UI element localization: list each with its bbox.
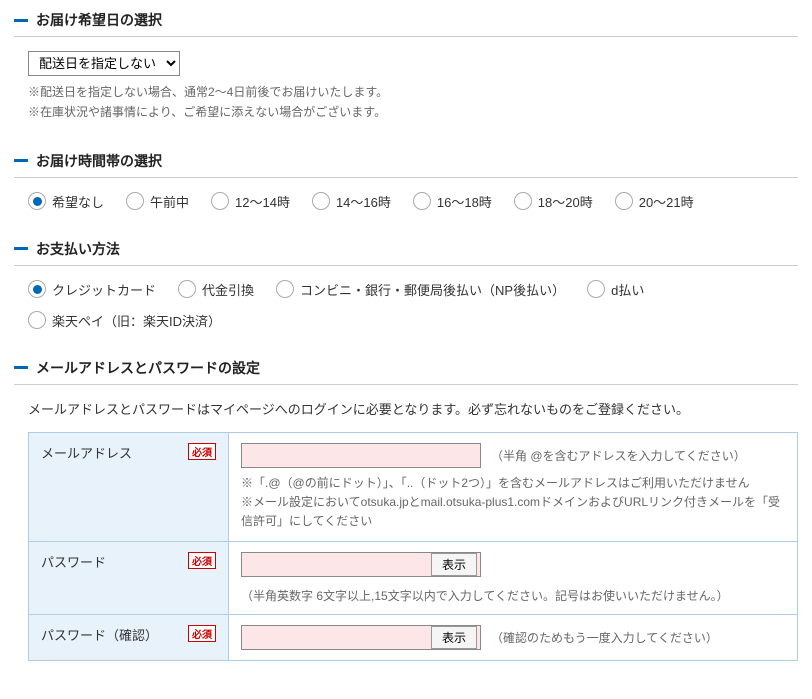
payment-section: お支払い方法 クレジットカード 代金引換 コンビニ・銀行・郵便局後払い（NP後払い）… [14, 239, 798, 330]
password-confirm-label: パスワード（確認） [41, 625, 158, 644]
section-header: お届け時間帯の選択 [14, 151, 798, 178]
password-confirm-field-cell: 表示 （確認のためもう一度入力してください） [229, 615, 798, 661]
email-label: メールアドレス [41, 443, 132, 462]
radio-icon [615, 192, 633, 210]
delivery-time-radio[interactable]: 14～16時 [312, 192, 391, 211]
delivery-time-radio[interactable]: 16～18時 [413, 192, 492, 211]
section-title: メールアドレスとパスワードの設定 [36, 358, 260, 378]
radio-icon [178, 280, 196, 298]
radio-icon [28, 311, 46, 329]
delivery-time-radio[interactable]: 希望なし [28, 192, 104, 211]
required-badge: 必須 [188, 552, 216, 569]
delivery-date-note: ※在庫状況や諸事情により、ご希望に添えない場合がございます。 [28, 102, 798, 122]
payment-radio[interactable]: コンビニ・銀行・郵便局後払い（NP後払い） [276, 280, 565, 299]
delivery-time-section: お届け時間帯の選択 希望なし 午前中 12～14時 14～16時 16～18時 18～20… [14, 151, 798, 211]
radio-label: 午前中 [150, 192, 189, 211]
section-title: お支払い方法 [36, 239, 120, 259]
password-label-cell: パスワード 必須 [29, 542, 229, 615]
radio-label: 14～16時 [336, 192, 391, 211]
required-badge: 必須 [188, 443, 216, 460]
section-dash-icon [14, 159, 28, 162]
radio-icon [514, 192, 532, 210]
delivery-time-radio-group: 希望なし 午前中 12～14時 14～16時 16～18時 18～20時 20～21時 [28, 192, 798, 211]
radio-label: 20～21時 [639, 192, 694, 211]
radio-label: 希望なし [52, 192, 104, 211]
payment-radio-group: 楽天ペイ（旧：楽天ID決済） [28, 311, 798, 330]
radio-label: d払い [611, 280, 644, 299]
delivery-date-note: ※配送日を指定しない場合、通常2～4日前後でお届けいたします。 [28, 82, 798, 102]
payment-radio[interactable]: d払い [587, 280, 644, 299]
email-help: （半角 @を含むアドレスを入力してください） [491, 447, 746, 464]
radio-label: 代金引換 [202, 280, 254, 299]
password-confirm-label-cell: パスワード（確認） 必須 [29, 615, 229, 661]
section-header: メールアドレスとパスワードの設定 [14, 358, 798, 385]
section-header: お支払い方法 [14, 239, 798, 266]
section-dash-icon [14, 247, 28, 250]
email-note: ※メール設定においてotsuka.jpとmail.otsuka-plus1.co… [241, 493, 785, 531]
radio-icon [312, 192, 330, 210]
radio-label: コンビニ・銀行・郵便局後払い（NP後払い） [300, 280, 565, 299]
password-field-cell: 表示 （半角英数字 6文字以上,15文字以内で入力してください。記号はお使いいた… [229, 542, 798, 615]
payment-radio[interactable]: 楽天ペイ（旧：楽天ID決済） [28, 311, 221, 330]
password-show-button[interactable]: 表示 [431, 553, 477, 576]
delivery-time-radio[interactable]: 午前中 [126, 192, 189, 211]
payment-radio-group: クレジットカード 代金引換 コンビニ・銀行・郵便局後払い（NP後払い） d払い [28, 280, 798, 299]
payment-radio[interactable]: クレジットカード [28, 280, 156, 299]
delivery-time-radio[interactable]: 18～20時 [514, 192, 593, 211]
payment-radio[interactable]: 代金引換 [178, 280, 254, 299]
delivery-time-radio[interactable]: 12～14時 [211, 192, 290, 211]
delivery-date-section: お届け希望日の選択 配送日を指定しない ※配送日を指定しない場合、通常2～4日前… [14, 10, 798, 123]
section-title: お届け希望日の選択 [36, 10, 162, 30]
radio-label: 楽天ペイ（旧：楽天ID決済） [52, 311, 221, 330]
delivery-date-select[interactable]: 配送日を指定しない [28, 51, 180, 76]
delivery-time-radio[interactable]: 20～21時 [615, 192, 694, 211]
radio-icon [413, 192, 431, 210]
account-form-table: メールアドレス 必須 （半角 @を含むアドレスを入力してください） ※「.@（@… [28, 432, 798, 662]
password-help: （半角英数字 6文字以上,15文字以内で入力してください。記号はお使いいただけま… [241, 587, 729, 604]
radio-icon [28, 280, 46, 298]
password-confirm-help: （確認のためもう一度入力してください） [491, 629, 718, 646]
radio-label: クレジットカード [52, 280, 156, 299]
radio-icon [211, 192, 229, 210]
radio-icon [276, 280, 294, 298]
radio-label: 16～18時 [437, 192, 492, 211]
radio-icon [126, 192, 144, 210]
radio-label: 12～14時 [235, 192, 290, 211]
radio-label: 18～20時 [538, 192, 593, 211]
email-field[interactable] [241, 443, 481, 468]
radio-icon [28, 192, 46, 210]
section-dash-icon [14, 19, 28, 22]
account-instruction: メールアドレスとパスワードはマイページへのログインに必要となります。必ず忘れない… [28, 399, 798, 418]
email-note: ※「.@（@の前にドット）」、「..（ドット2つ）」を含むメールアドレスはご利用… [241, 474, 785, 493]
section-dash-icon [14, 366, 28, 369]
password-confirm-show-button[interactable]: 表示 [431, 626, 477, 649]
email-field-cell: （半角 @を含むアドレスを入力してください） ※「.@（@の前にドット）」、「.… [229, 432, 798, 542]
email-label-cell: メールアドレス 必須 [29, 432, 229, 542]
section-header: お届け希望日の選択 [14, 10, 798, 37]
account-section: メールアドレスとパスワードの設定 メールアドレスとパスワードはマイページへのログ… [14, 358, 798, 662]
section-title: お届け時間帯の選択 [36, 151, 162, 171]
radio-icon [587, 280, 605, 298]
required-badge: 必須 [188, 625, 216, 642]
